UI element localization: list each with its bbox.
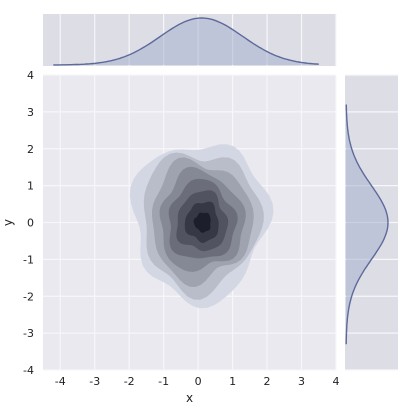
x-tick-label: 3 [298, 375, 305, 388]
x-tick-label: -3 [89, 375, 100, 388]
y-tick-label: -4 [23, 364, 34, 377]
y-tick-label: 1 [27, 180, 34, 193]
y-tick-label: -2 [23, 290, 34, 303]
x-tick-label: 0 [195, 375, 202, 388]
marginal-y-kde-line [345, 104, 389, 345]
x-tick-labels: -4 -3 -2 -1 0 1 2 3 4 [55, 375, 340, 388]
y-axis-label: y [1, 219, 15, 226]
y-tick-label: 2 [27, 143, 34, 156]
y-tick-label: 4 [27, 69, 34, 82]
marginal-x-panel [43, 14, 337, 66]
y-tick-label: 3 [27, 106, 34, 119]
x-tick-label: 2 [264, 375, 271, 388]
y-tick-labels: -4 -3 -2 -1 0 1 2 3 4 [23, 69, 34, 377]
x-tick-label: -4 [55, 375, 66, 388]
y-tick-label: -1 [23, 253, 34, 266]
x-tick-label: 4 [333, 375, 340, 388]
marginal-x-kde-fill [53, 18, 319, 65]
joint-kde-contours [129, 144, 274, 309]
contour-level [193, 212, 211, 233]
x-tick-label: -1 [158, 375, 169, 388]
x-tick-label: -2 [124, 375, 135, 388]
marginal-x-kde-line [53, 17, 319, 66]
marginal-y-kde-fill [346, 104, 388, 345]
marginal-y-panel [345, 74, 398, 371]
x-axis-label: x [186, 391, 193, 405]
x-tick-label: 1 [229, 375, 236, 388]
joint-panel [43, 74, 337, 371]
y-tick-label: 0 [27, 217, 34, 230]
y-tick-label: -3 [23, 327, 34, 340]
